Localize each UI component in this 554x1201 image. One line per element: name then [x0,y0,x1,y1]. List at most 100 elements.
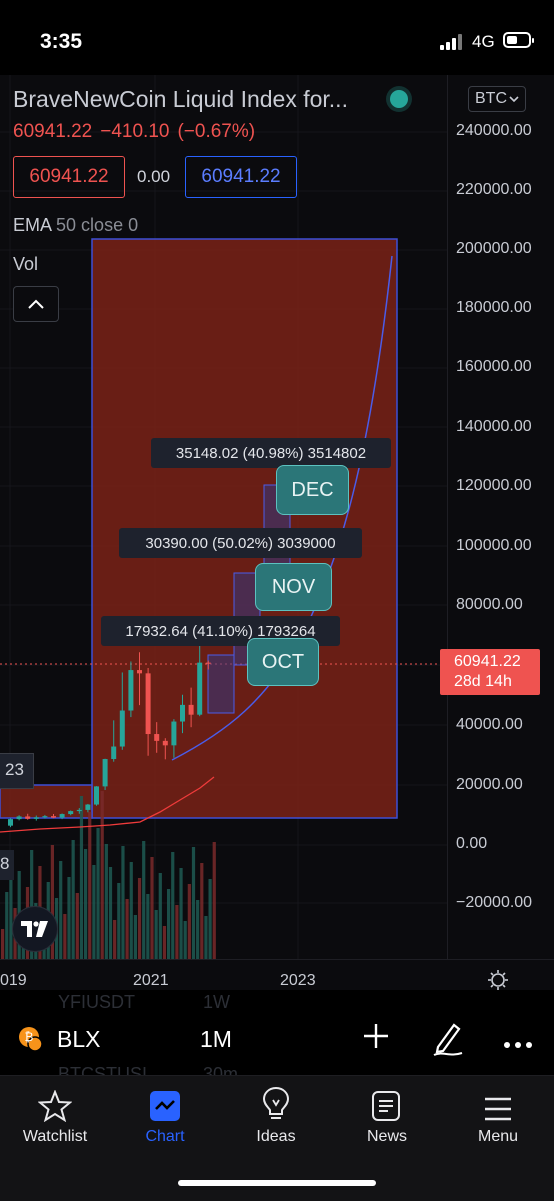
tradingview-logo-icon[interactable] [12,906,58,952]
battery-icon [503,32,534,48]
measure-label-nov[interactable]: 30390.00 (50.02%) 3039000 [119,528,362,558]
candle-body [25,816,31,819]
candle-body [154,734,160,741]
symbol-selector[interactable]: BLX [57,1026,101,1052]
volume-bar [142,841,146,959]
volume-bar [162,926,167,959]
volume-bar [100,791,104,959]
price-axis-label: 120000.00 [456,477,532,494]
current-price-tag: 60941.22 28d 14h [440,649,540,695]
volume-bar [179,868,183,959]
buy-button[interactable]: 60941.22 [185,156,297,198]
volume-bar [146,894,150,959]
volume-bar [50,845,54,959]
candle-body [188,704,194,715]
candle-body [68,811,74,815]
symbol-title[interactable]: BraveNewCoin Liquid Index for... [13,86,348,112]
nav-watchlist[interactable]: Watchlist [5,1088,105,1146]
spread-value: 0.00 [137,167,171,186]
candle-body [111,746,117,760]
volume-bar [108,867,113,959]
volume-bar [92,865,96,959]
nav-news[interactable]: News [337,1088,437,1146]
candle-body [16,816,22,820]
ema-line [0,776,215,833]
candle-body [128,670,134,711]
price-axis-label: 240000.00 [456,122,532,139]
star-icon [5,1088,105,1122]
price-axis-label: 20000.00 [456,776,523,793]
chart-icon [115,1088,215,1122]
volume-bar [71,840,75,959]
volume-bar [67,877,71,959]
price-change-pct: (−0.67%) [177,121,256,142]
candle-body [85,804,91,810]
callout-dec[interactable]: DEC [276,465,349,515]
volume-bar [158,873,162,959]
ghost-symbol: YFIUSDT [58,992,136,1012]
currency-button[interactable]: BTC [468,86,526,112]
candle-body [162,740,168,746]
cellular-signal-icon [440,34,464,50]
collapse-indicators-button[interactable] [13,286,59,322]
volume-bar [175,905,179,959]
nav-chart[interactable]: Chart [115,1088,215,1146]
indicator-ema[interactable]: EMA 50 close 0 [13,215,138,236]
volume-bar [104,844,108,959]
price-axis-label: 100000.00 [456,537,532,554]
home-indicator [178,1180,376,1186]
candle-body [137,670,142,674]
newspaper-icon [337,1088,437,1122]
candle-body [94,786,99,805]
price-change-line: 60941.22 −410.10 (−0.67%) [13,121,263,143]
callout-nov[interactable]: NOV [255,563,332,611]
time-axis[interactable] [0,959,554,960]
price-change: −410.10 [100,121,170,142]
volume-bar [187,884,191,959]
price-axis-label: 40000.00 [456,716,523,733]
candle-body [197,662,203,715]
indicator-volume[interactable]: Vol [13,254,39,274]
volume-bar [137,878,142,959]
nav-ideas[interactable]: Ideas [226,1086,326,1146]
nav-label: Watchlist [22,1128,88,1145]
chart-settings-icon[interactable] [486,968,510,997]
volume-bar [79,796,84,959]
sell-button[interactable]: 60941.22 [13,156,125,198]
btc-coin-icon: ₿ [18,1026,44,1052]
chevron-up-icon [28,299,44,309]
price-axis[interactable] [447,75,448,960]
last-price: 60941.22 [13,121,93,142]
price-axis-label: 80000.00 [456,596,523,613]
currency-label: BTC [475,90,507,107]
nav-menu[interactable]: Menu [448,1088,548,1146]
volume-bar [154,910,158,959]
measure-label-dec[interactable]: 35148.02 (40.98%) 3514802 [151,438,391,468]
price-axis-label: 220000.00 [456,181,532,198]
candle-body [171,721,177,746]
left-value-tag: 23 [0,753,34,789]
callout-oct[interactable]: OCT [247,638,319,686]
nav-label: News [366,1128,407,1145]
chart-toolbar [0,1000,554,1075]
volume-bar [150,857,154,959]
volume-bar [9,855,13,959]
measure-label-oct[interactable]: 17932.64 (41.10%) 1793264 [101,616,340,646]
add-plus-icon[interactable] [362,1022,390,1056]
volume-bar [30,850,34,959]
volume-bar [129,862,133,959]
volume-bar [183,921,187,959]
price-axis-label: 0.00 [456,835,488,852]
volume-bar [117,883,121,959]
interval-selector[interactable]: 1M [200,1026,232,1052]
volume-bar [171,852,175,959]
range-box [0,784,93,819]
candle-body [145,673,151,735]
time-axis-label: 2023 [280,972,316,989]
time-axis-label: 2021 [133,972,169,989]
volume-bar [191,847,196,959]
drawing-pen-icon[interactable] [432,1021,464,1062]
more-options-icon[interactable] [503,1036,533,1054]
measure-oct [207,654,235,714]
candle-body [8,819,13,826]
